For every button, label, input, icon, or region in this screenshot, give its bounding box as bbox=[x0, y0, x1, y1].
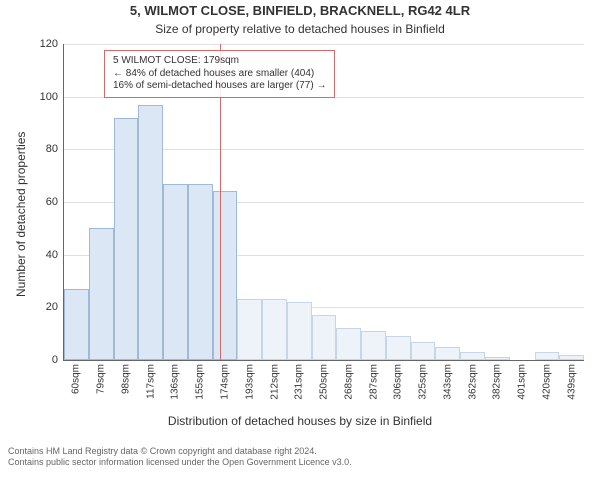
histogram-bar bbox=[386, 336, 411, 360]
histogram-bar bbox=[336, 328, 361, 360]
histogram-bar bbox=[535, 352, 560, 360]
bar-slot: 60sqm bbox=[64, 44, 89, 360]
histogram-bar bbox=[188, 184, 213, 360]
y-tick-label: 40 bbox=[46, 249, 64, 261]
histogram-bar bbox=[237, 299, 262, 360]
page-title: 5, WILMOT CLOSE, BINFIELD, BRACKNELL, RG… bbox=[0, 3, 600, 18]
bar-slot: 343sqm bbox=[435, 44, 460, 360]
histogram-bar bbox=[64, 289, 89, 360]
y-tick-label: 100 bbox=[40, 91, 64, 103]
bar-slot: 401sqm bbox=[510, 44, 535, 360]
y-tick-label: 20 bbox=[46, 301, 64, 313]
bar-slot: 287sqm bbox=[361, 44, 386, 360]
bar-slot: 439sqm bbox=[559, 44, 584, 360]
histogram-bar bbox=[435, 347, 460, 360]
histogram-bar bbox=[89, 228, 114, 360]
x-tick-label: 306sqm bbox=[393, 360, 404, 400]
page-subtitle: Size of property relative to detached ho… bbox=[0, 22, 600, 36]
histogram-bar bbox=[460, 352, 485, 360]
chart-plot-area: 60sqm79sqm98sqm117sqm136sqm155sqm174sqm1… bbox=[63, 44, 584, 361]
x-tick-label: 212sqm bbox=[269, 360, 280, 400]
bar-slot: 306sqm bbox=[386, 44, 411, 360]
x-tick-label: 155sqm bbox=[195, 360, 206, 400]
x-tick-label: 382sqm bbox=[492, 360, 503, 400]
histogram-bar bbox=[114, 118, 139, 360]
y-axis-label: Number of detached properties bbox=[14, 132, 28, 297]
x-tick-label: 287sqm bbox=[368, 360, 379, 400]
y-tick-label: 60 bbox=[46, 196, 64, 208]
legend-line-3: 16% of semi-detached houses are larger (… bbox=[113, 80, 326, 93]
y-tick-label: 120 bbox=[40, 38, 64, 50]
x-tick-label: 362sqm bbox=[467, 360, 478, 400]
x-tick-label: 343sqm bbox=[442, 360, 453, 400]
x-tick-label: 401sqm bbox=[517, 360, 528, 400]
legend-line-1: 5 WILMOT CLOSE: 179sqm bbox=[113, 55, 326, 68]
y-tick-label: 80 bbox=[46, 143, 64, 155]
footer-line-2: Contains public sector information licen… bbox=[8, 457, 352, 468]
histogram-bar bbox=[138, 105, 163, 360]
histogram-bar bbox=[312, 315, 337, 360]
histogram-bar bbox=[213, 191, 238, 360]
x-tick-label: 98sqm bbox=[120, 360, 131, 394]
legend-box: 5 WILMOT CLOSE: 179sqm ← 84% of detached… bbox=[104, 50, 335, 98]
histogram-bar bbox=[287, 302, 312, 360]
x-tick-label: 193sqm bbox=[244, 360, 255, 400]
bar-slot: 420sqm bbox=[535, 44, 560, 360]
x-axis-label: Distribution of detached houses by size … bbox=[0, 414, 600, 428]
bar-slot: 268sqm bbox=[336, 44, 361, 360]
x-tick-label: 439sqm bbox=[566, 360, 577, 400]
y-tick-label: 0 bbox=[52, 354, 64, 366]
histogram-bar bbox=[361, 331, 386, 360]
x-tick-label: 136sqm bbox=[170, 360, 181, 400]
histogram-bar bbox=[163, 184, 188, 360]
bar-slot: 382sqm bbox=[485, 44, 510, 360]
footer: Contains HM Land Registry data © Crown c… bbox=[8, 446, 352, 469]
histogram-bar bbox=[262, 299, 287, 360]
x-tick-label: 250sqm bbox=[319, 360, 330, 400]
x-tick-label: 325sqm bbox=[418, 360, 429, 400]
bar-slot: 325sqm bbox=[411, 44, 436, 360]
x-tick-label: 268sqm bbox=[343, 360, 354, 400]
x-tick-label: 60sqm bbox=[71, 360, 82, 394]
legend-line-2: ← 84% of detached houses are smaller (40… bbox=[113, 68, 326, 81]
x-tick-label: 420sqm bbox=[541, 360, 552, 400]
x-tick-label: 174sqm bbox=[219, 360, 230, 400]
footer-line-1: Contains HM Land Registry data © Crown c… bbox=[8, 446, 352, 457]
x-tick-label: 79sqm bbox=[96, 360, 107, 394]
bar-slot: 362sqm bbox=[460, 44, 485, 360]
x-tick-label: 231sqm bbox=[294, 360, 305, 400]
x-tick-label: 117sqm bbox=[145, 360, 156, 399]
histogram-bar bbox=[411, 342, 436, 360]
